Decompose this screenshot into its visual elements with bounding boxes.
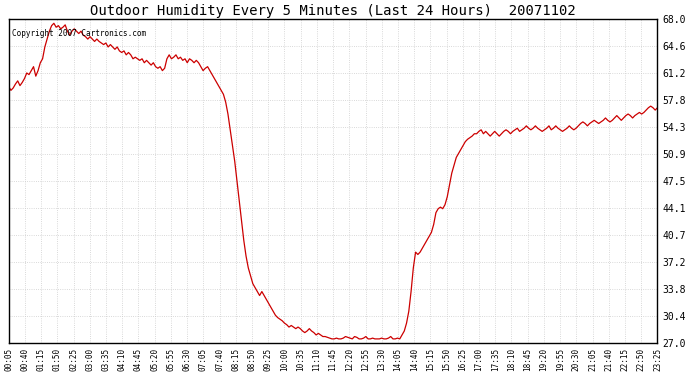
Text: Copyright 2007 Cartronics.com: Copyright 2007 Cartronics.com bbox=[12, 29, 146, 38]
Title: Outdoor Humidity Every 5 Minutes (Last 24 Hours)  20071102: Outdoor Humidity Every 5 Minutes (Last 2… bbox=[90, 4, 576, 18]
